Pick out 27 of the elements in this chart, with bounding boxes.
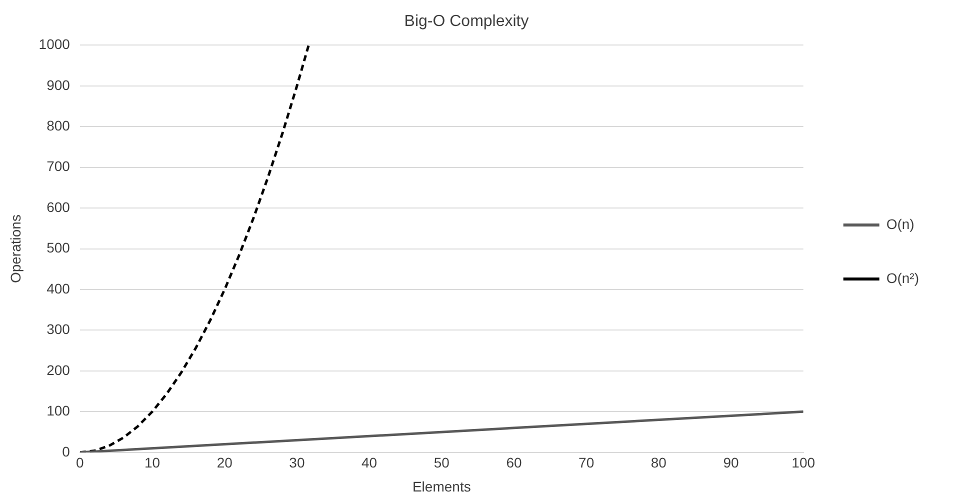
x-tick-label: 50: [434, 454, 450, 471]
y-tick-label: 900: [46, 76, 70, 93]
y-axis-title: Operations: [7, 214, 24, 284]
x-tick-label: 20: [216, 454, 233, 471]
y-tick-label: 100: [46, 402, 70, 419]
legend-label: O(n²): [886, 270, 920, 286]
y-tick-label: 700: [46, 158, 70, 174]
y-tick-label: 300: [46, 321, 70, 338]
x-tick-label: 0: [76, 454, 84, 471]
y-tick-label: 800: [46, 118, 70, 134]
x-tick-label: 70: [578, 454, 594, 471]
y-tick-label: 1000: [38, 36, 70, 52]
x-tick-label: 30: [289, 454, 305, 471]
y-tick-label: 500: [46, 240, 70, 256]
x-axis-title: Elements: [412, 478, 471, 494]
x-tick-label: 60: [506, 454, 522, 471]
y-tick-label: 400: [46, 280, 70, 296]
y-tick-label: 600: [46, 198, 70, 215]
x-tick-label: 100: [792, 454, 816, 471]
x-tick-label: 40: [362, 454, 378, 471]
legend-label: O(n): [886, 216, 914, 232]
x-tick-label: 90: [723, 454, 739, 471]
y-tick-label: 0: [62, 443, 70, 460]
x-tick-label: 80: [650, 454, 667, 471]
y-tick-label: 200: [46, 362, 70, 378]
x-tick-label: 10: [144, 454, 160, 471]
chart-title: Big-O Complexity: [404, 13, 529, 30]
